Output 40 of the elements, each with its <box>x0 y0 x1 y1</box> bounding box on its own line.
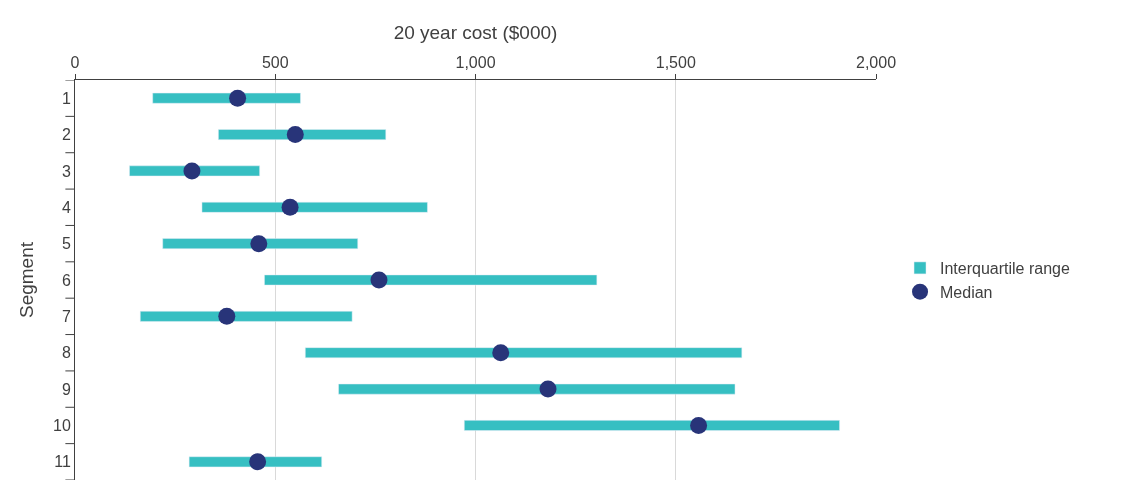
point <box>218 307 236 325</box>
point <box>690 416 708 434</box>
bar <box>218 129 387 140</box>
bar <box>152 92 301 104</box>
legend-label: Interquartile range <box>940 260 1070 278</box>
point <box>229 89 247 107</box>
y-tick-label: 11 <box>54 453 71 471</box>
x-tick-label: 1,000 <box>455 53 496 71</box>
x-tick-label: 0 <box>70 53 80 71</box>
bar <box>201 201 428 213</box>
x-tick-label: 2,000 <box>855 53 897 71</box>
y-tick-label: 4 <box>61 198 71 216</box>
y-axis-title: Segment <box>15 241 37 319</box>
y-tick-label: 9 <box>61 380 71 398</box>
bar <box>464 420 840 431</box>
bar <box>305 347 743 359</box>
y-tick-label: 7 <box>61 307 71 325</box>
y-tick-label: 8 <box>61 344 71 362</box>
x-tick-label: 500 <box>261 53 289 71</box>
point <box>249 453 267 471</box>
point <box>281 198 299 216</box>
legend-label: Median <box>940 283 993 301</box>
point <box>370 271 388 289</box>
y-tick-label: 6 <box>61 271 71 289</box>
bar <box>264 274 598 286</box>
point <box>539 380 557 398</box>
x-tick-label: 1,500 <box>655 53 696 71</box>
y-tick-label: 1 <box>61 89 71 107</box>
point <box>492 344 510 362</box>
y-tick-label: 3 <box>61 162 71 180</box>
bar <box>162 238 358 249</box>
x-axis-title: 20 year cost ($000) <box>393 22 558 44</box>
y-tick-label: 2 <box>61 126 71 144</box>
y-tick-label: 5 <box>61 235 71 253</box>
point <box>183 162 201 180</box>
point <box>286 126 304 144</box>
point <box>250 235 268 253</box>
bar <box>140 311 353 322</box>
y-tick-label: 10 <box>53 417 71 435</box>
bar <box>338 383 736 395</box>
